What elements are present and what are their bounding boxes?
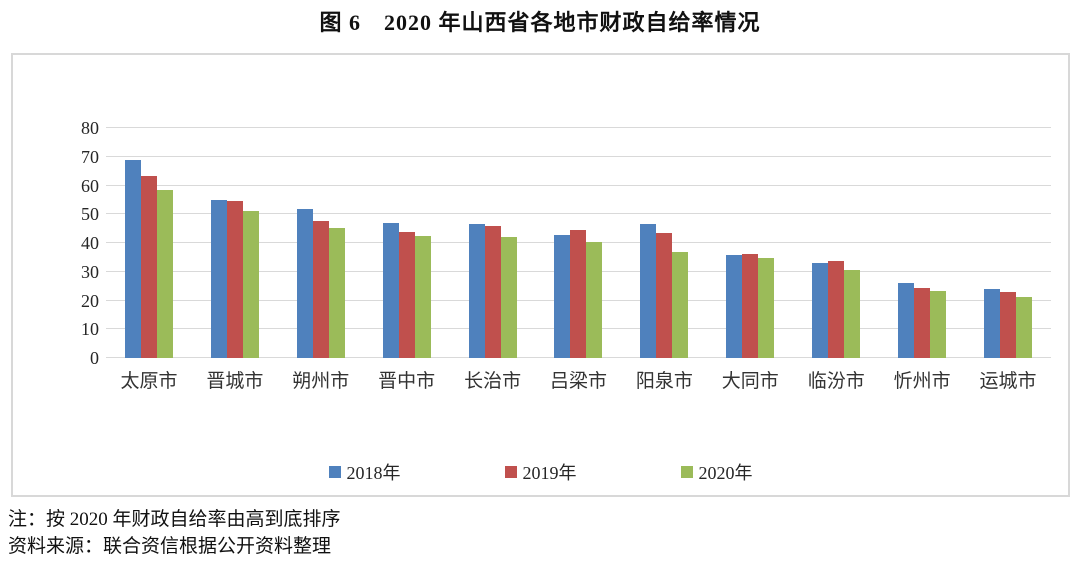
footnotes: 注：按 2020 年财政自给率由高到底排序 资料来源：联合资信根据公开资料整理 <box>8 506 341 560</box>
bar <box>468 224 485 358</box>
bar <box>554 234 571 358</box>
y-tick-label: 0 <box>90 348 99 368</box>
bar <box>586 241 603 358</box>
x-axis-label: 朔州市 <box>292 371 350 392</box>
bar <box>1016 297 1033 358</box>
x-axis-label: 临汾市 <box>807 371 865 392</box>
bar <box>812 263 829 358</box>
gridline <box>106 127 1051 128</box>
x-axis-label: 太原市 <box>120 371 178 392</box>
x-axis-label: 吕梁市 <box>549 371 607 392</box>
y-tick-label: 50 <box>81 204 99 225</box>
legend-item: 2018年 <box>328 459 401 485</box>
y-tick-label: 70 <box>81 146 99 167</box>
legend: 2018年 2019年 2020年 <box>13 459 1068 485</box>
chart-title: 图 6 2020 年山西省各地市财政自给率情况 <box>319 10 761 35</box>
legend-item: 2019年 <box>504 459 577 485</box>
bar <box>742 254 759 358</box>
legend-item: 2020年 <box>680 459 753 485</box>
y-tick-label: 80 <box>81 118 99 138</box>
bar-group <box>707 128 793 358</box>
bar-group <box>621 128 707 358</box>
bar <box>898 283 915 358</box>
bar <box>242 211 259 358</box>
legend-swatch-icon <box>504 466 517 478</box>
bar <box>156 190 173 358</box>
legend-swatch-icon <box>680 466 693 478</box>
bar <box>640 224 657 358</box>
x-axis-label: 晋城市 <box>206 371 264 392</box>
bar <box>210 200 227 358</box>
bar <box>828 261 845 358</box>
bar-group <box>364 128 450 358</box>
note-sort-order: 注：按 2020 年财政自给率由高到底排序 <box>8 509 341 530</box>
note-data-source: 资料来源：联合资信根据公开资料整理 <box>8 536 332 557</box>
bar <box>312 220 329 358</box>
gridline <box>106 213 1051 215</box>
bar <box>844 269 861 358</box>
bar-group <box>879 128 965 358</box>
y-tick-label: 40 <box>81 233 99 253</box>
x-axis-label: 阳泉市 <box>635 371 693 392</box>
bar <box>656 232 673 358</box>
legend-label: 2018年 <box>346 463 401 483</box>
bar <box>140 176 157 358</box>
bar <box>414 236 431 358</box>
bar <box>124 160 141 358</box>
x-axis-label: 大同市 <box>721 371 779 392</box>
legend-label: 2020年 <box>698 463 753 483</box>
bar <box>226 200 243 358</box>
y-tick-label: 10 <box>81 319 99 340</box>
legend-label: 2019年 <box>522 463 577 483</box>
x-axis-label: 忻州市 <box>893 371 951 392</box>
bar-group <box>278 128 364 358</box>
legend-swatch-icon <box>328 466 341 478</box>
bar <box>930 291 947 358</box>
gridline <box>106 184 1051 186</box>
bar <box>382 223 399 358</box>
bar-group <box>192 128 278 358</box>
bar <box>500 236 517 358</box>
bar <box>984 289 1001 358</box>
y-tick-label: 60 <box>81 175 99 196</box>
bar <box>296 208 313 358</box>
gridline <box>106 155 1051 157</box>
bar-group <box>450 128 536 358</box>
bar <box>672 252 689 358</box>
chart-frame: 0 10 20 30 40 50 60 70 80 太原市 晋城市 朔州市 晋中市 长治市 吕梁市 阳泉市 大… <box>11 53 1070 497</box>
x-axis-label: 运城市 <box>979 371 1037 392</box>
bar <box>758 258 775 358</box>
bar <box>914 288 931 358</box>
y-tick-label: 30 <box>81 261 99 282</box>
x-axis-label: 长治市 <box>464 371 522 392</box>
bar <box>570 229 587 358</box>
bar-groups <box>106 128 1051 358</box>
y-axis: 0 10 20 30 40 50 60 70 80 <box>47 119 99 367</box>
plot-area <box>106 127 1051 358</box>
x-axis-label: 晋中市 <box>378 371 436 392</box>
y-tick-label: 20 <box>81 290 99 311</box>
bar-group <box>536 128 622 358</box>
bar-group <box>793 128 879 358</box>
x-axis: 太原市 晋城市 朔州市 晋中市 长治市 吕梁市 阳泉市 大同市 临汾市 忻州市 运城市 <box>106 366 1051 393</box>
bar <box>726 254 743 358</box>
bar <box>484 226 501 358</box>
bar-group <box>106 128 192 358</box>
bar <box>328 228 345 358</box>
bar <box>398 231 415 358</box>
bar <box>1000 291 1017 358</box>
bar-group <box>965 128 1051 358</box>
